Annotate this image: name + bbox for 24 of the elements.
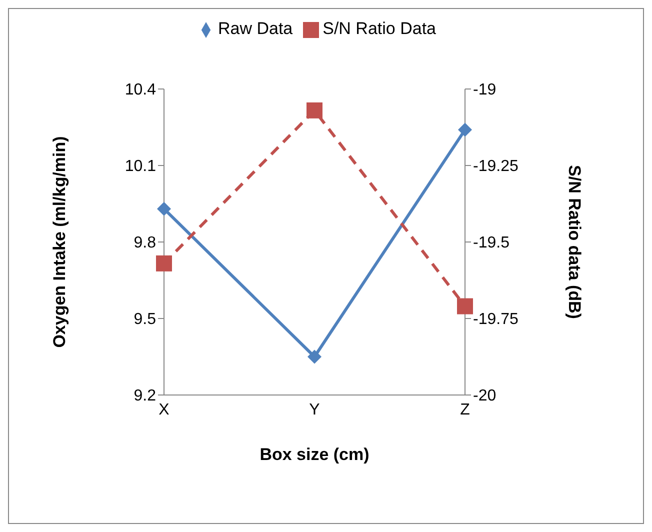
- point: [457, 298, 473, 314]
- point: [157, 202, 171, 216]
- x-tick-label: X: [158, 401, 170, 418]
- y2-tick-label: -19.25: [473, 158, 518, 176]
- legend-label: Raw Data: [218, 19, 293, 38]
- y-tick-label: 10.1: [124, 158, 156, 176]
- y-tick-label: 10.4: [124, 82, 156, 99]
- y-axis-title: Oxygen Intake (ml/kg/min): [50, 136, 70, 348]
- y2-axis-title: S/N Ratio data (dB): [564, 165, 584, 319]
- x-tick-label: Z: [460, 401, 470, 418]
- y2-tick-label: -19: [473, 82, 496, 99]
- x-tick-label: Y: [309, 401, 320, 418]
- point: [308, 350, 322, 364]
- y2-tick-label: -20: [473, 388, 496, 405]
- point: [306, 102, 322, 118]
- y-tick-label: 9.2: [134, 388, 156, 405]
- point: [156, 255, 172, 272]
- x-axis-title: Box size (cm): [260, 445, 370, 464]
- y2-tick-label: -19.5: [473, 234, 510, 252]
- y-tick-label: 9.8: [134, 234, 156, 252]
- legend-label: S/N Ratio Data: [322, 19, 436, 38]
- point: [458, 122, 472, 137]
- y-tick-label: 9.5: [134, 311, 156, 328]
- y2-tick-label: -19.75: [473, 311, 518, 328]
